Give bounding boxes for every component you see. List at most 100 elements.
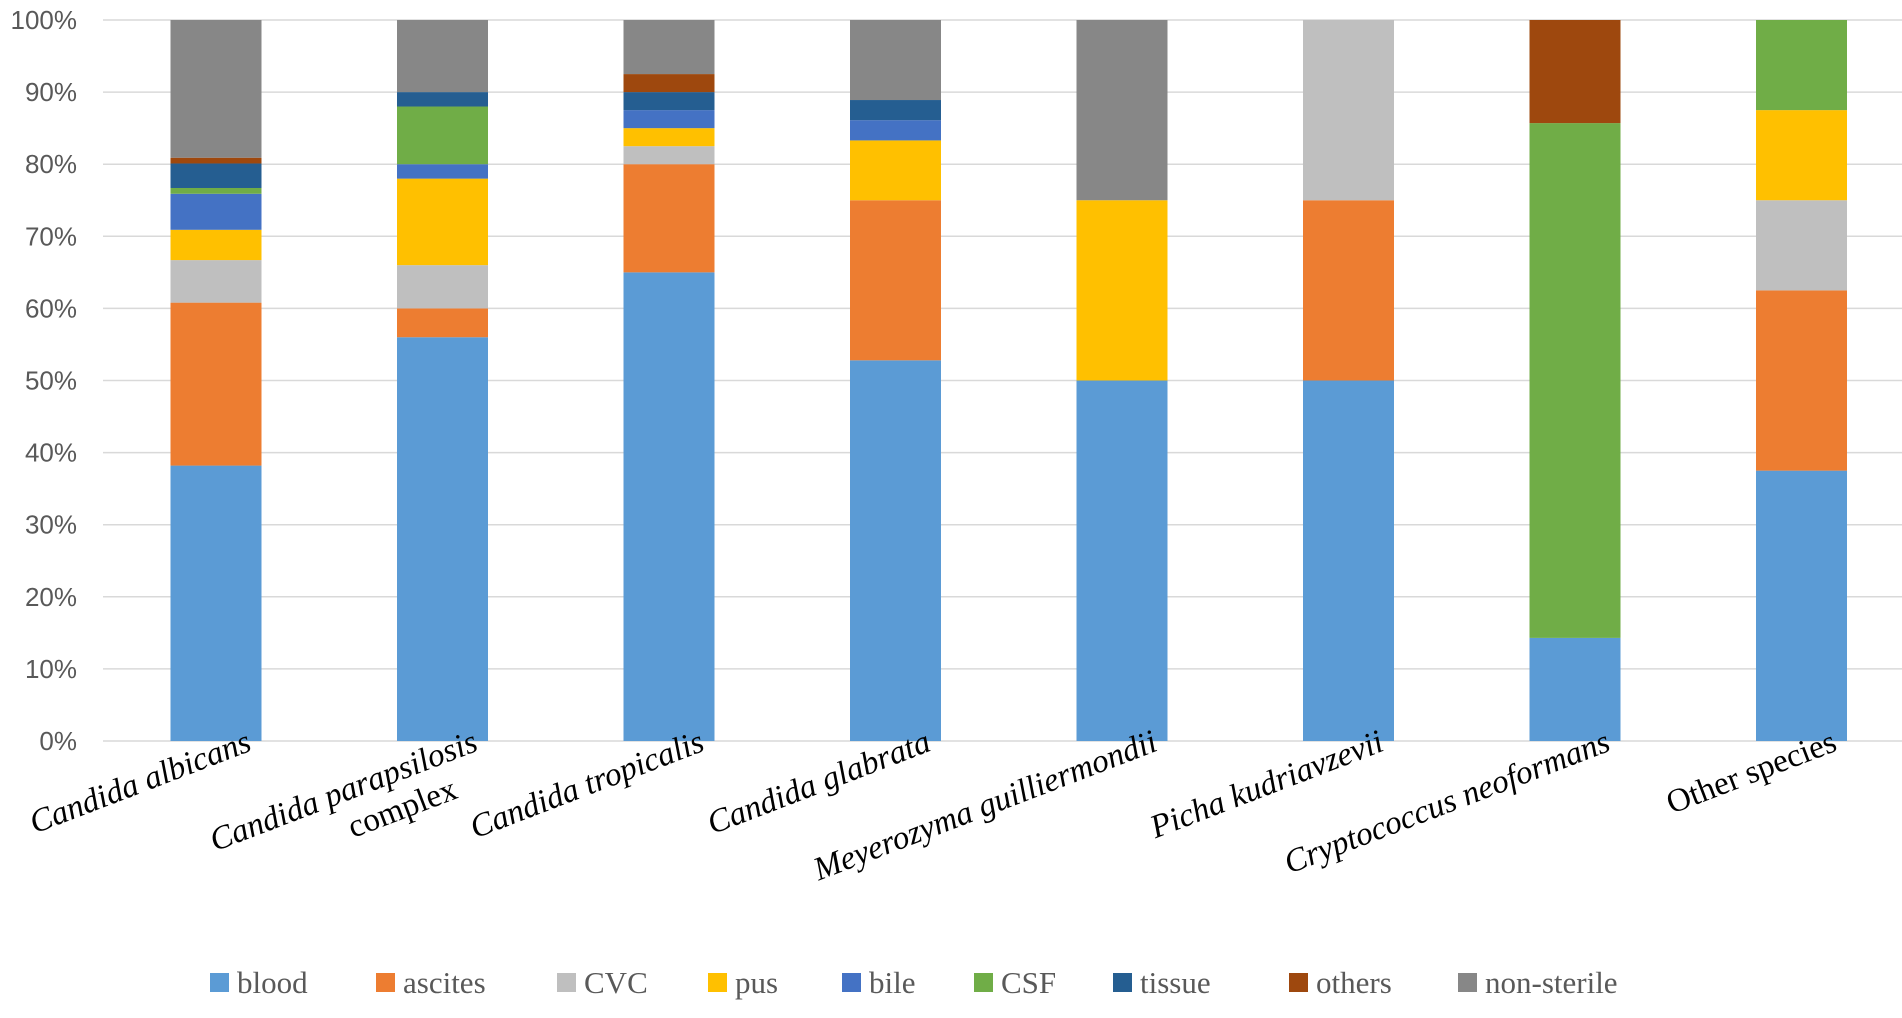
bar-segment-tissue: [170, 163, 262, 188]
bar-stack: [1529, 20, 1621, 741]
bar-segment-tissue: [397, 92, 488, 107]
bar-segment-others: [170, 157, 262, 164]
bar-stack: [850, 20, 941, 741]
x-tick-label-line: Candida tropicalis: [465, 724, 709, 846]
bar-segment-blood: [397, 337, 488, 741]
bar-segment-CVC: [397, 265, 488, 309]
y-tick-label: 100%: [11, 5, 78, 35]
bar-segment-others: [623, 74, 715, 93]
bar-segment-ascites: [850, 200, 941, 361]
bar-segment-pus: [170, 229, 262, 261]
bar-segment-non-sterile: [170, 20, 262, 158]
bar-segment-blood: [1756, 470, 1847, 741]
bar-segment-CSF: [1756, 20, 1847, 111]
bar-segment-non-sterile: [850, 20, 941, 101]
bar-segment-non-sterile: [623, 20, 715, 75]
legend-item-blood: blood: [210, 965, 308, 1000]
bar-segment-blood: [1303, 380, 1394, 741]
legend-label: non-sterile: [1485, 965, 1618, 1000]
bar-segment-blood: [1529, 637, 1621, 741]
legend-label: ascites: [403, 965, 486, 1000]
legend-label: CVC: [584, 965, 648, 1000]
bar-segment-bile: [170, 193, 262, 230]
x-tick-label-line: Other species: [1662, 724, 1842, 822]
legend-item-pus: pus: [708, 965, 778, 1000]
gridlines: [103, 19, 1902, 742]
legend-swatch: [210, 973, 229, 992]
legend-swatch: [1289, 973, 1308, 992]
bar-segment-pus: [1076, 200, 1168, 381]
legend-swatch: [842, 973, 861, 992]
legend-item-CSF: CSF: [974, 965, 1056, 1000]
y-tick-label: 60%: [25, 293, 77, 323]
bar-segment-CVC: [1756, 200, 1847, 291]
bar-segment-blood: [623, 272, 715, 741]
y-tick-label: 20%: [25, 582, 77, 612]
bar-segment-blood: [170, 465, 262, 741]
legend-label: pus: [735, 965, 778, 1000]
bar-segment-CVC: [170, 260, 262, 303]
legend: blood ascites CVC pus bile CSF tissue others non…: [210, 965, 1618, 1000]
bar-stack: [170, 20, 262, 741]
bar-segment-non-sterile: [1076, 20, 1168, 201]
x-tick-label: Candida tropicalis: [465, 724, 709, 846]
bar-segment-ascites: [623, 164, 715, 273]
bar-segment-pus: [397, 178, 488, 266]
bar-segment-bile: [397, 164, 488, 179]
y-tick-label: 90%: [25, 77, 77, 107]
bar-segment-non-sterile: [397, 20, 488, 93]
y-tick-label: 80%: [25, 149, 77, 179]
bar-segment-bile: [623, 110, 715, 129]
y-tick-label: 0%: [39, 726, 77, 756]
x-tick-label: Other species: [1662, 724, 1842, 822]
bars: [170, 20, 1847, 741]
legend-swatch: [376, 973, 395, 992]
bar-segment-tissue: [850, 100, 941, 121]
legend-item-others: others: [1289, 965, 1392, 1000]
y-tick-label: 70%: [25, 221, 77, 251]
bar-segment-CVC: [1303, 20, 1394, 201]
legend-label: CSF: [1001, 965, 1056, 1000]
y-tick-label: 30%: [25, 510, 77, 540]
y-tick-label: 10%: [25, 654, 77, 684]
bar-segment-blood: [1076, 380, 1168, 741]
legend-item-tissue: tissue: [1113, 965, 1211, 1000]
bar-stack: [1303, 20, 1394, 741]
legend-item-ascites: ascites: [376, 965, 486, 1000]
bar-segment-others: [1529, 20, 1621, 124]
legend-label: others: [1316, 965, 1392, 1000]
bar-segment-ascites: [1756, 290, 1847, 471]
y-axis: 0% 10% 20% 30% 40% 50% 60% 70% 80% 90% 100%: [11, 5, 78, 756]
bar-segment-CVC: [623, 146, 715, 165]
bar-segment-blood: [850, 360, 941, 741]
bar-stack: [397, 20, 488, 741]
bar-stack: [1756, 20, 1847, 741]
bar-segment-ascites: [170, 302, 262, 466]
y-tick-label: 40%: [25, 438, 77, 468]
legend-swatch: [1113, 973, 1132, 992]
y-tick-label: 50%: [25, 366, 77, 396]
legend-label: tissue: [1140, 965, 1211, 1000]
bar-segment-ascites: [397, 308, 488, 338]
legend-item-non-sterile: non-sterile: [1458, 965, 1618, 1000]
bar-stack: [623, 20, 715, 741]
legend-label: blood: [237, 965, 308, 1000]
bar-segment-CSF: [170, 187, 262, 194]
legend-item-CVC: CVC: [557, 965, 648, 1000]
bar-stack: [1076, 20, 1168, 741]
legend-swatch: [974, 973, 993, 992]
legend-swatch: [708, 973, 727, 992]
bar-segment-bile: [850, 120, 941, 141]
legend-label: bile: [869, 965, 916, 1000]
bar-segment-pus: [1756, 110, 1847, 201]
bar-segment-CSF: [397, 106, 488, 165]
bar-segment-CSF: [1529, 123, 1621, 638]
legend-swatch: [1458, 973, 1477, 992]
legend-swatch: [557, 973, 576, 992]
bar-segment-pus: [850, 140, 941, 201]
legend-item-bile: bile: [842, 965, 916, 1000]
bar-segment-pus: [623, 128, 715, 147]
